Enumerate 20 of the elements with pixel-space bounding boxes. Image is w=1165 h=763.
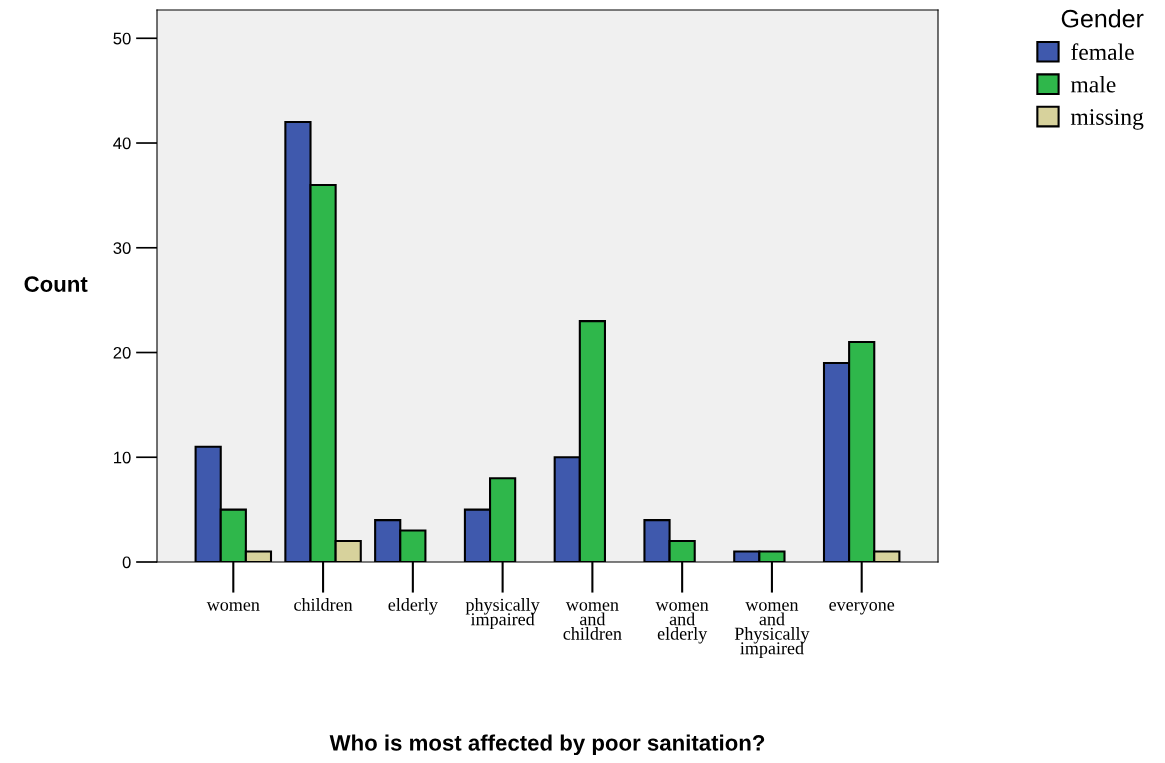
y-tick-label: 0 [122, 556, 131, 569]
x-tick-label: women and Physically impaired [734, 602, 810, 659]
x-tick-label: women [206, 602, 260, 611]
legend-label: male [1070, 75, 1116, 93]
x-axis-title: Who is most affected by poor sanitation? [329, 734, 765, 756]
legend-label: female [1071, 43, 1134, 61]
y-axis-title: Count [24, 276, 88, 292]
x-tick-label: physically impaired [465, 598, 540, 630]
x-tick-label: women and elderly [655, 602, 709, 644]
y-tick-label: 50 [113, 32, 131, 45]
x-tick-label: women and children [563, 602, 622, 640]
x-tick-label: elderly [388, 598, 438, 615]
y-tick-label: 40 [113, 137, 131, 150]
x-tick-label: everyone [829, 602, 895, 615]
legend-title: Gender [1061, 9, 1144, 28]
legend-label: missing [1070, 109, 1144, 130]
x-tick-label: children [294, 598, 353, 611]
y-tick-label: 20 [113, 346, 131, 359]
y-tick-label: 30 [113, 242, 131, 254]
y-tick-label: 10 [114, 451, 131, 464]
